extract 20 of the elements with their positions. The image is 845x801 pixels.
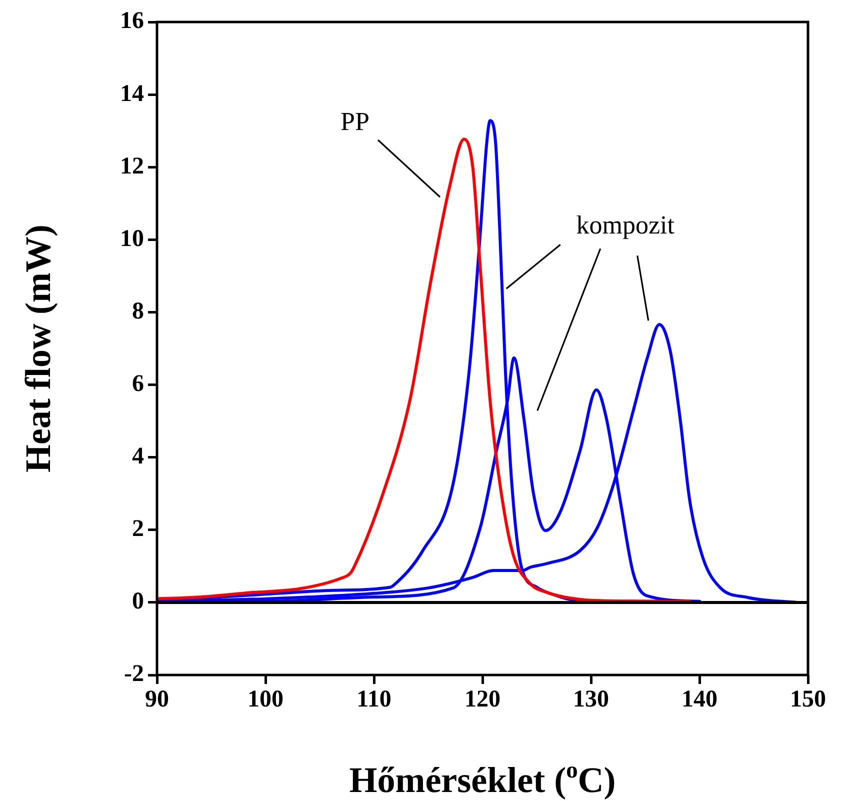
y-tick-label: 0 <box>132 588 144 615</box>
x-tick-label: 90 <box>145 686 169 713</box>
annotation: PP <box>340 107 370 136</box>
y-tick-label: -2 <box>124 661 144 688</box>
x-tick-label: 110 <box>356 686 392 713</box>
y-axis-title: Heat flow (mW) <box>18 224 58 472</box>
x-tick-label: 100 <box>248 686 284 713</box>
x-tick-label: 130 <box>573 686 609 713</box>
y-tick-label: 12 <box>120 153 144 180</box>
y-tick-label: 10 <box>120 226 144 252</box>
y-tick-label: 14 <box>120 80 144 107</box>
y-tick-label: 6 <box>132 370 144 397</box>
y-tick-label: 16 <box>120 8 144 34</box>
annotation: kompozit <box>576 210 676 240</box>
x-tick-label: 140 <box>682 686 718 713</box>
x-tick-label: 120 <box>464 686 500 713</box>
y-tick-label: 4 <box>132 444 144 470</box>
x-tick-label: 150 <box>790 686 826 713</box>
y-tick-label: 2 <box>132 516 144 542</box>
y-tick-label: 8 <box>132 298 144 324</box>
